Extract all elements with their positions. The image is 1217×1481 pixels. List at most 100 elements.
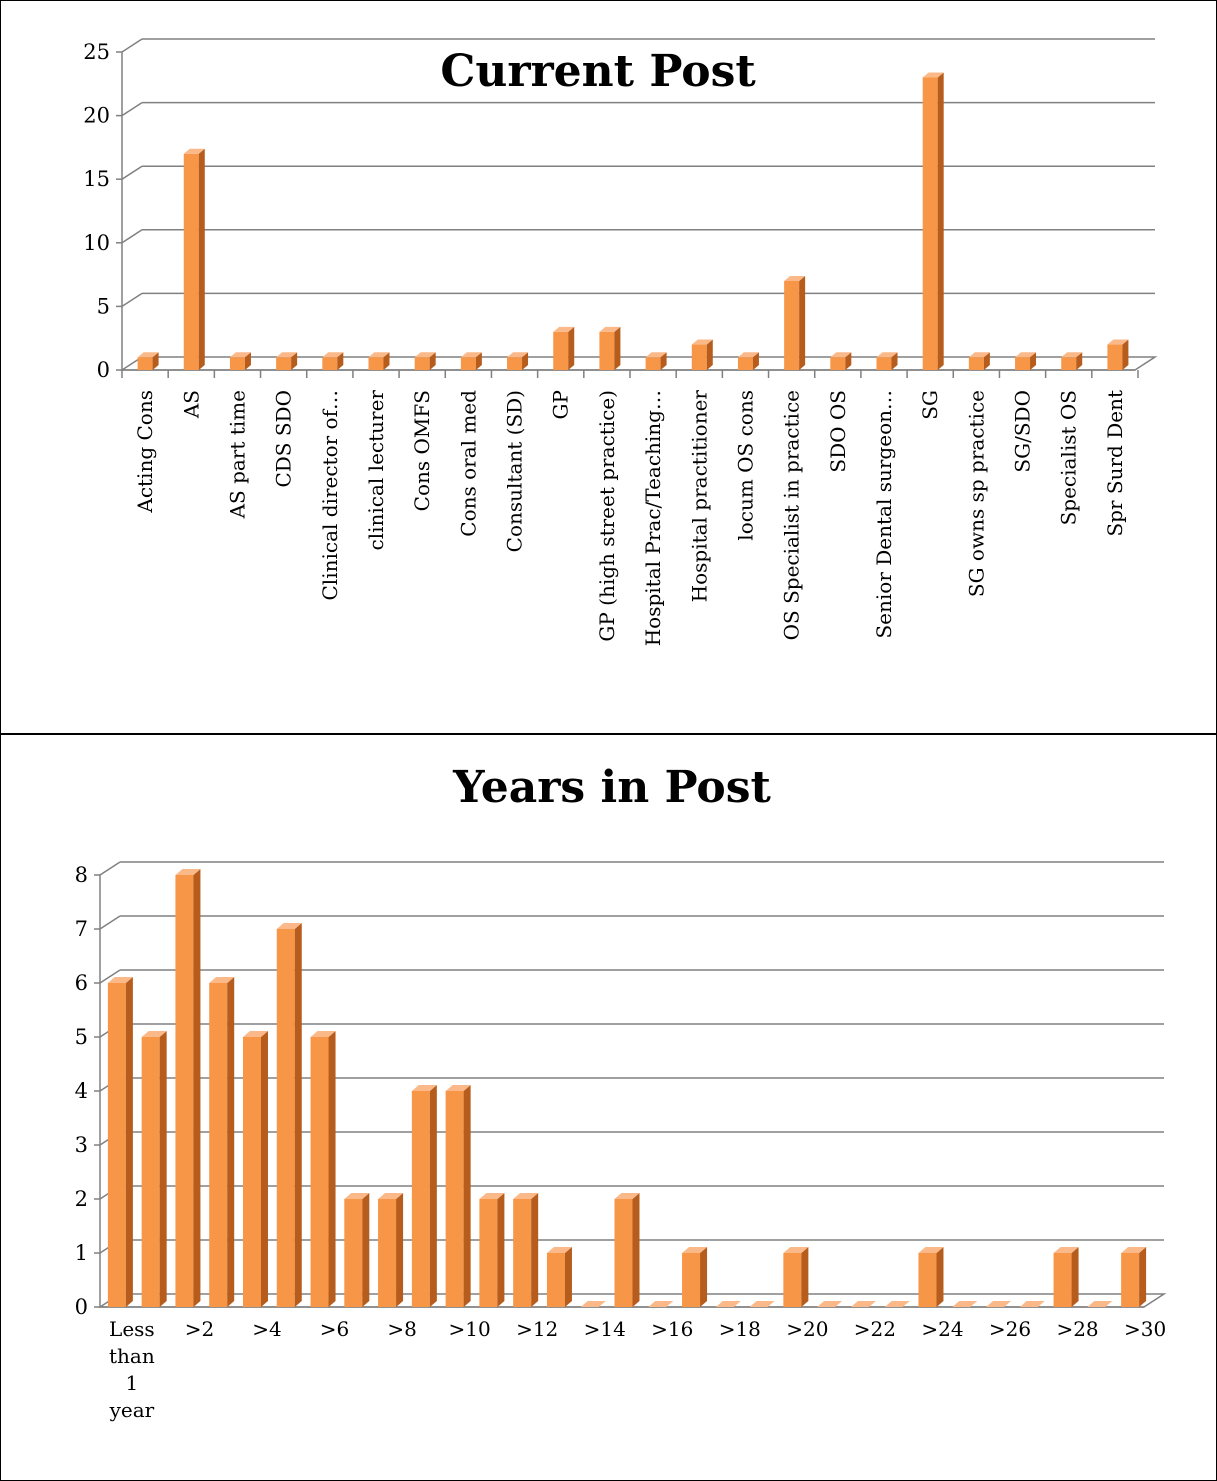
bar-side bbox=[362, 1193, 370, 1307]
bar-top bbox=[1015, 352, 1037, 358]
bar bbox=[1087, 1301, 1113, 1307]
bar-top bbox=[737, 352, 759, 358]
gridline-depth bbox=[99, 969, 121, 984]
y-tick-label: 5 bbox=[97, 294, 110, 318]
bar-side bbox=[752, 352, 759, 370]
bar-front bbox=[968, 357, 984, 370]
y-tick-label: 0 bbox=[97, 358, 110, 382]
chart-title: Current Post bbox=[440, 46, 756, 97]
bar-side bbox=[152, 352, 159, 370]
x-tick-label: SG owns sp practice bbox=[964, 390, 988, 597]
bar-side bbox=[294, 923, 302, 1307]
bar-front bbox=[691, 344, 707, 370]
bar bbox=[918, 1247, 944, 1307]
x-tick-label: Acting Cons bbox=[133, 390, 157, 514]
x-tick-label: >10 bbox=[449, 1317, 491, 1341]
bar bbox=[414, 352, 436, 370]
gridline-depth bbox=[99, 915, 121, 930]
bar-top bbox=[749, 1301, 775, 1307]
bar-side bbox=[564, 1247, 572, 1307]
bar-top bbox=[614, 1193, 640, 1199]
bar bbox=[737, 352, 759, 370]
x-tick-label: Less bbox=[109, 1317, 155, 1341]
bar-side bbox=[983, 352, 990, 370]
gridline-depth bbox=[121, 101, 143, 117]
x-tick-label: >16 bbox=[651, 1317, 693, 1341]
bar-top bbox=[414, 352, 436, 358]
bar-top bbox=[1061, 352, 1083, 358]
bar-side bbox=[937, 72, 944, 370]
bar bbox=[460, 352, 482, 370]
x-tick-label: SG/SDO bbox=[1011, 390, 1035, 473]
bar-top bbox=[918, 1247, 944, 1253]
x-tick-label: Cons OMFS bbox=[410, 390, 434, 511]
x-tick-label: >24 bbox=[921, 1317, 963, 1341]
bar-front bbox=[553, 331, 569, 370]
bar-side bbox=[497, 1193, 505, 1307]
bar-top bbox=[310, 1031, 336, 1037]
bar-top bbox=[137, 352, 159, 358]
x-tick-label: >26 bbox=[989, 1317, 1031, 1341]
bar-side bbox=[429, 352, 436, 370]
bar bbox=[1053, 1247, 1079, 1307]
bar-front bbox=[830, 357, 846, 370]
bar bbox=[691, 339, 713, 370]
bar-top bbox=[141, 1031, 167, 1037]
bar bbox=[682, 1247, 708, 1307]
y-tick-label: 15 bbox=[83, 167, 110, 191]
bar bbox=[411, 1085, 437, 1307]
bar-side bbox=[291, 352, 298, 370]
bar-side bbox=[227, 977, 235, 1307]
x-tick-label: Senior Dental surgeon… bbox=[872, 390, 896, 639]
bar-front bbox=[614, 1199, 633, 1307]
bar-side bbox=[125, 977, 133, 1307]
bar-front bbox=[479, 1199, 498, 1307]
x-tick-label: AS bbox=[179, 390, 203, 419]
x-tick-label: >28 bbox=[1056, 1317, 1098, 1341]
bar-front bbox=[141, 1037, 160, 1307]
bar-side bbox=[244, 352, 251, 370]
bar-front bbox=[175, 875, 194, 1307]
bar-top bbox=[229, 352, 251, 358]
bar-top bbox=[580, 1301, 606, 1307]
x-tick-label: >22 bbox=[854, 1317, 896, 1341]
chart-divider bbox=[0, 733, 1217, 735]
bar-front bbox=[645, 357, 661, 370]
bar bbox=[952, 1301, 978, 1307]
bar-side bbox=[799, 275, 806, 370]
bar bbox=[922, 72, 944, 370]
bar-top bbox=[242, 1031, 268, 1037]
x-tick-label: Spr Surd Dent bbox=[1103, 390, 1127, 537]
x-tick-label: Clinical director of… bbox=[318, 390, 342, 601]
bar-front bbox=[918, 1253, 937, 1307]
bar-top bbox=[344, 1193, 370, 1199]
x-tick-label: Cons oral med bbox=[456, 390, 480, 537]
bar bbox=[648, 1301, 674, 1307]
x-tick-label: >14 bbox=[584, 1317, 626, 1341]
bar-front bbox=[344, 1199, 363, 1307]
current-post-chart: Current Post 0 5 10 15 20 25 Acting Cons AS AS p… bbox=[83, 38, 1158, 646]
bar-side bbox=[198, 148, 205, 370]
x-tick-label: >8 bbox=[387, 1317, 416, 1341]
gridline-depth bbox=[121, 229, 143, 244]
bar bbox=[368, 352, 390, 370]
x-tick-label: SG bbox=[918, 390, 942, 420]
bar bbox=[322, 352, 344, 370]
bar bbox=[1121, 1247, 1147, 1307]
bar-side bbox=[522, 352, 529, 370]
bar-top bbox=[553, 326, 575, 332]
bar bbox=[749, 1301, 775, 1307]
bar-front bbox=[229, 357, 245, 370]
bar bbox=[183, 148, 205, 370]
bar-front bbox=[209, 983, 228, 1307]
bar bbox=[876, 352, 898, 370]
gridline-depth bbox=[121, 292, 143, 308]
gridline-depth bbox=[99, 861, 121, 876]
y-tick-label: 5 bbox=[75, 1025, 88, 1049]
x-tick-label: >18 bbox=[719, 1317, 761, 1341]
bar-top bbox=[682, 1247, 708, 1253]
bar-front bbox=[411, 1091, 430, 1307]
x-tick-label: Specialist OS bbox=[1057, 390, 1081, 525]
bar-front bbox=[682, 1253, 701, 1307]
